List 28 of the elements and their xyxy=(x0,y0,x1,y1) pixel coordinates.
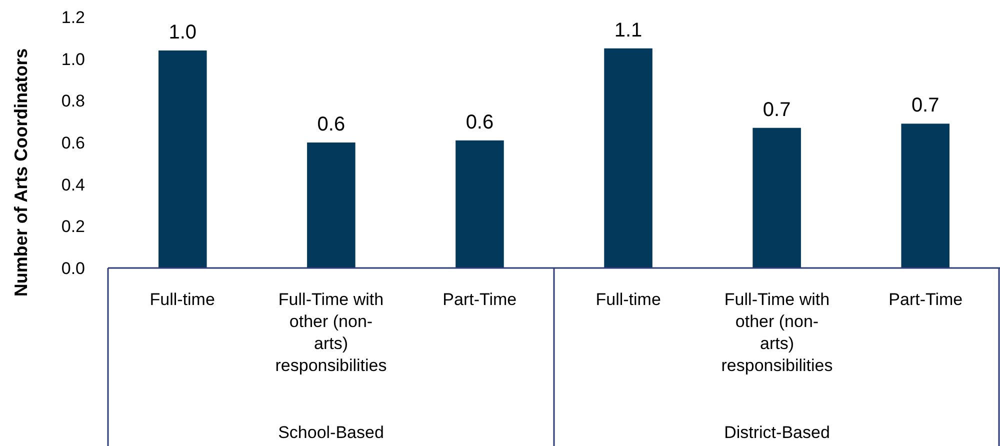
bar xyxy=(901,124,950,268)
y-tick-label: 0.2 xyxy=(61,217,85,236)
y-tick-label: 0.0 xyxy=(61,258,85,278)
x-tick-label: Full-Time with other (non-arts) responsibilities xyxy=(721,290,833,375)
data-label: 0.6 xyxy=(317,114,346,136)
text: School-Based xyxy=(278,423,384,442)
y-axis-title: Number of Arts Coordinators xyxy=(11,48,31,297)
x-tick-label: Full-time xyxy=(596,290,661,309)
x-tick-label: Part-Time xyxy=(888,290,963,309)
bar xyxy=(307,142,356,268)
y-tick-label: 0.6 xyxy=(61,133,85,152)
data-label: 0.6 xyxy=(466,111,494,134)
text: District-Based xyxy=(724,423,830,442)
y-tick-label: 0.8 xyxy=(61,92,85,111)
y-tick-label: 1.2 xyxy=(61,8,85,27)
x-tick-label: Full-time xyxy=(150,290,215,309)
bar xyxy=(158,50,207,268)
x-tick-label: Part-Time xyxy=(442,290,517,309)
data-label: 1.1 xyxy=(614,19,642,42)
data-label: 1.0 xyxy=(168,21,197,44)
data-label: 0.7 xyxy=(762,98,791,121)
y-tick-label: 1.0 xyxy=(61,50,85,69)
bar xyxy=(456,140,504,268)
bar xyxy=(752,128,801,268)
y-tick-label: 0.4 xyxy=(61,175,85,194)
data-label: 0.7 xyxy=(911,94,940,117)
bar xyxy=(604,48,652,268)
x-tick-label: Full-Time with other (non-arts) responsibilities xyxy=(275,290,387,375)
